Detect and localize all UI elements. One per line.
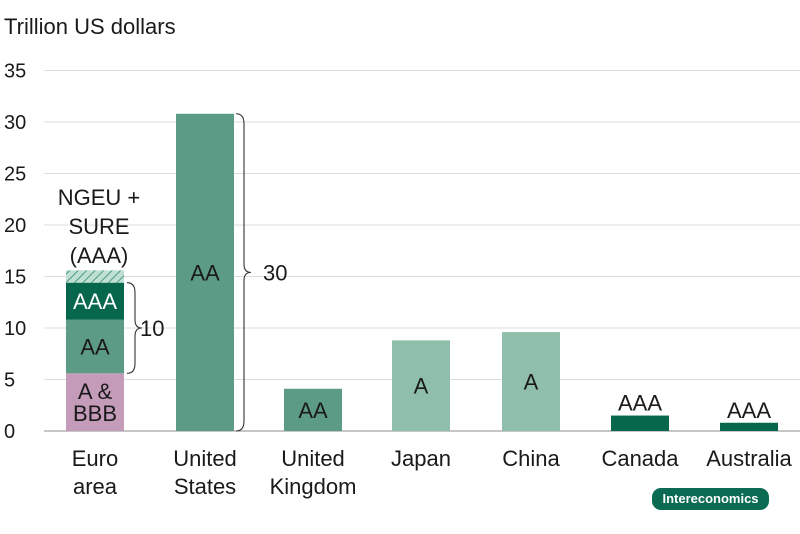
y-axis-title: Trillion US dollars	[4, 14, 176, 39]
bar-segment	[502, 332, 560, 431]
y-tick-label: 25	[4, 164, 26, 186]
bar-data-label: A	[524, 370, 539, 395]
x-tick-label: States	[174, 474, 236, 499]
bar-data-label: AAA	[618, 391, 662, 416]
x-tick-label: Kingdom	[270, 474, 357, 499]
y-tick-label: 10	[4, 318, 26, 340]
y-tick-label: 20	[4, 215, 26, 237]
united-states-brace	[235, 113, 252, 432]
x-tick-label: Australia	[706, 446, 792, 471]
y-tick-label: 0	[4, 421, 15, 443]
bar-data-label: AA	[190, 260, 220, 285]
bar-segment	[284, 388, 342, 431]
bar-data-label: AA	[80, 335, 110, 360]
y-tick-label: 30	[4, 112, 26, 134]
x-tick-labels: Euro area United States United Kingdom Japan Ch…	[72, 446, 793, 499]
bar-segment	[66, 282, 124, 320]
ngeu-sure-label: SURE	[68, 214, 129, 239]
us-brace-label: 30	[263, 260, 287, 285]
x-tick-label: China	[502, 446, 560, 471]
x-tick-label: United	[281, 446, 345, 471]
bar-data-label: AAA	[727, 398, 771, 423]
ngeu-sure-label: (AAA)	[70, 243, 129, 268]
x-tick-label: Japan	[391, 446, 451, 471]
ngeu-sure-label: NGEU +	[58, 185, 141, 210]
x-tick-label: United	[173, 446, 237, 471]
y-tick-label: 15	[4, 267, 26, 289]
euro-area-brace	[126, 282, 143, 374]
bars	[66, 113, 778, 431]
bar-segment	[611, 415, 669, 431]
x-tick-label: Euro	[72, 446, 118, 471]
bar-segment	[66, 270, 124, 283]
y-tick-label: 35	[4, 61, 26, 83]
bar-data-label: BBB	[73, 401, 117, 426]
bar-segment	[176, 113, 234, 431]
y-tick-label: 5	[4, 370, 15, 392]
bar-data-label: A	[414, 374, 429, 399]
bar-segment	[66, 373, 124, 431]
bar-data-label: AAA	[73, 289, 117, 314]
x-tick-label: Canada	[601, 446, 679, 471]
bar-data-label: A &	[78, 379, 113, 404]
bar-segment	[392, 340, 450, 431]
euro-brace-label: 10	[140, 316, 164, 341]
bar-data-label: AA	[298, 398, 328, 423]
x-tick-label: area	[73, 474, 118, 499]
bar-segment	[720, 422, 778, 431]
y-tick-labels: 0 5 10 15 20 25 30 35	[4, 61, 26, 444]
bar-segment	[66, 319, 124, 374]
annotations: NGEU + SURE (AAA) 10 30	[58, 113, 287, 432]
brand-badge: Intereconomics	[652, 488, 769, 510]
